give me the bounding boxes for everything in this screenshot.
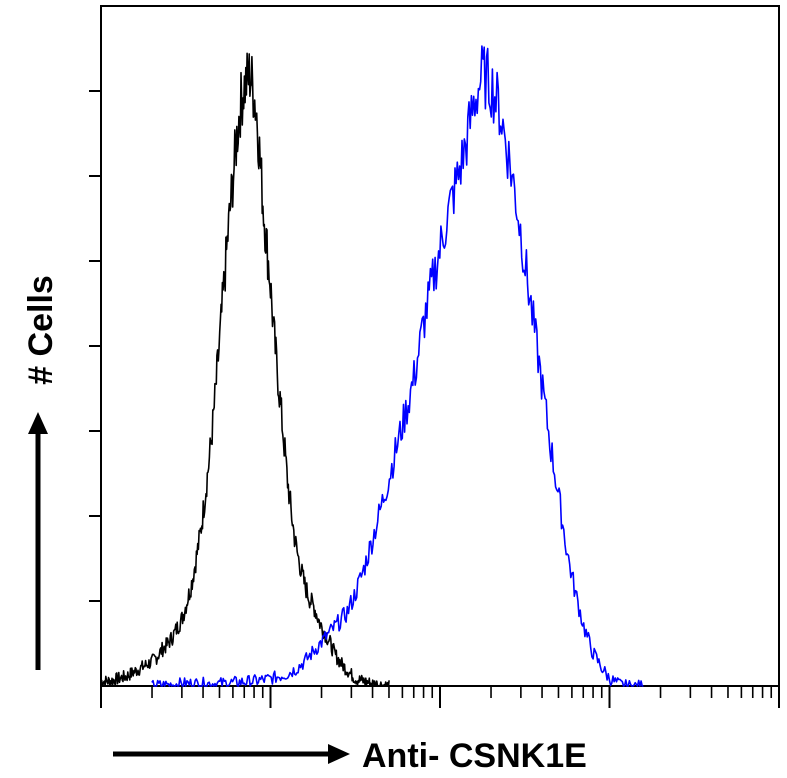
y-axis-arrowhead [28,412,48,434]
y-axis-ticks [89,90,101,602]
x-axis-ticks [100,686,780,708]
x-axis-arrowhead [328,744,350,764]
y-axis-title: # Cells [22,275,60,385]
histogram-series-2 [151,45,644,687]
x-axis-title: Anti- CSNK1E [362,737,587,775]
series-layer [100,45,644,687]
histogram-series-1 [100,52,390,687]
plot-frame [100,5,780,687]
